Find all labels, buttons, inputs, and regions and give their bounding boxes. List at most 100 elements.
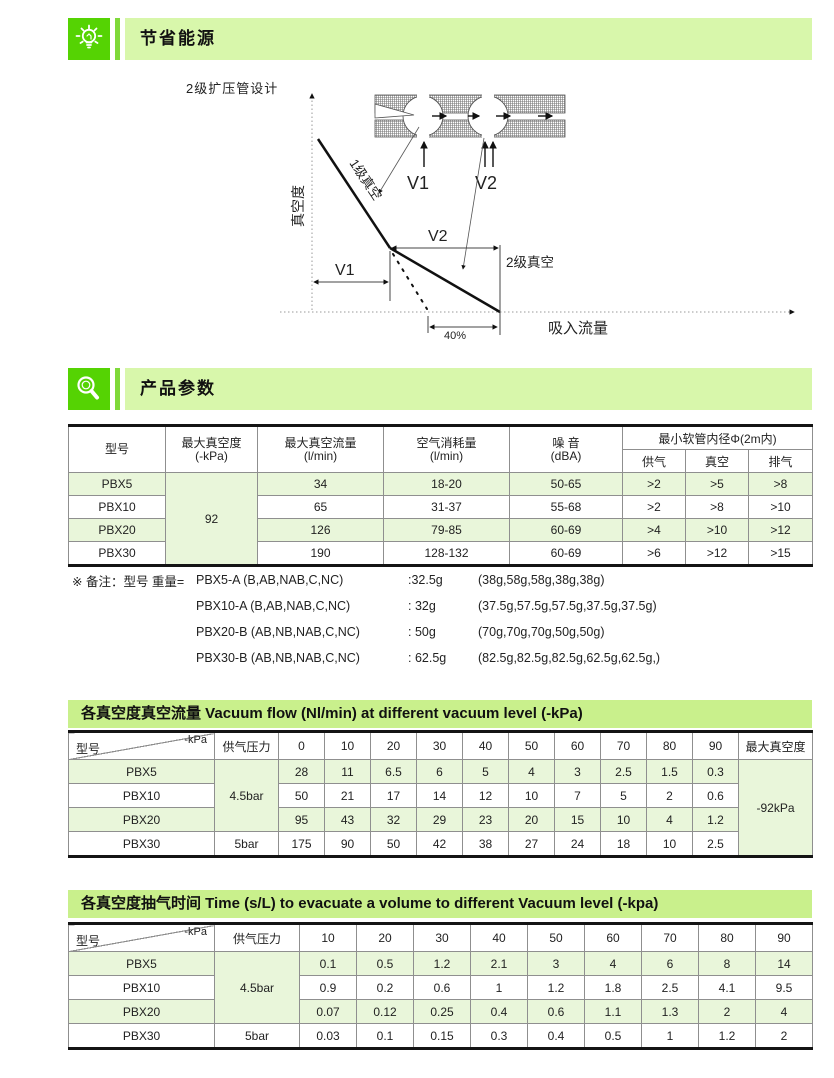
cell: 6.5 xyxy=(370,759,417,784)
cell: 0.6 xyxy=(527,999,585,1024)
table-row: PBX20 126 79-85 60-69 >4 >10 >12 xyxy=(68,518,813,542)
vacuum-flow-chart: 真空度 吸入流量 1级真空 2级真空 V2 V1 40% xyxy=(280,93,795,342)
table-row: PBX30 5bar 0.03 0.1 0.15 0.3 0.4 0.5 1 1… xyxy=(68,1023,813,1049)
col-header-max-vacuum: 最大真空度 (-kPa) xyxy=(165,425,258,473)
section-title: 节省能源 xyxy=(140,29,216,48)
cell: 31-37 xyxy=(383,495,510,519)
cell: 10 xyxy=(646,831,693,857)
note-line: PBX30-B (AB,NB,NAB,C,NC) : 62.5g (82.5g,… xyxy=(196,651,661,665)
cell: 6 xyxy=(416,759,463,784)
table-row: PBX30 190 128-132 60-69 >6 >12 >15 xyxy=(68,541,813,566)
col-header-vacuum: 真空 xyxy=(685,449,749,473)
header-row: 型号 最大真空度 (-kPa) 最大真空流量 (l/min) 空气消耗量 (l/min… xyxy=(68,425,813,473)
cell: 1.3 xyxy=(641,999,699,1024)
cell: >8 xyxy=(685,495,749,519)
cell: 5 xyxy=(462,759,509,784)
kpa-header: 10 xyxy=(324,731,371,760)
cell: 0.5 xyxy=(584,1023,642,1049)
cell: 4 xyxy=(584,951,642,976)
col-header-pressure: 供气压力 xyxy=(214,731,279,760)
header-row: -kPa 型号 供气压力 0 10 20 30 40 50 60 70 80 9… xyxy=(68,731,813,760)
cell: 50 xyxy=(278,783,325,808)
table-row: PBX10 0.9 0.2 0.6 1 1.2 1.8 2.5 4.1 9.5 xyxy=(68,975,813,1000)
params-section-banner: 产品参数 xyxy=(68,368,812,410)
table-row: PBX5 92 34 18-20 50-65 >2 >5 >8 xyxy=(68,472,813,566)
cell: 50 xyxy=(370,831,417,857)
col-header-max-flow: 最大真空流量 (l/min) xyxy=(257,425,384,473)
cell: 1.5 xyxy=(646,759,693,784)
cell: 12 xyxy=(462,783,509,808)
kpa-header: 70 xyxy=(600,731,647,760)
col-header-noise: 噪 音 (dBA) xyxy=(509,425,623,473)
max-vacuum-cell: -92kPa xyxy=(738,759,813,857)
banner-strip: 节省能源 xyxy=(125,18,812,60)
model-cell: PBX30 xyxy=(68,1023,215,1049)
model-cell: PBX10 xyxy=(68,783,215,808)
cell: 2.1 xyxy=(470,951,528,976)
cell: 60-69 xyxy=(509,518,623,542)
cell: 0.3 xyxy=(470,1023,528,1049)
col-header-hose: 最小软管内径Φ(2m内) xyxy=(622,425,813,450)
kpa-header: 40 xyxy=(470,923,528,952)
cell: 32 xyxy=(370,807,417,832)
cell: 0.4 xyxy=(527,1023,585,1049)
note-line: PBX20-B (AB,NB,NAB,C,NC) : 50g (70g,70g,… xyxy=(196,625,605,639)
model-cell: PBX5 xyxy=(68,951,215,976)
cell: 0.6 xyxy=(692,783,739,808)
cell: >6 xyxy=(622,541,686,566)
cell: 28 xyxy=(278,759,325,784)
flow-table-title: 各真空度真空流量 Vacuum flow (Nl/min) at differe… xyxy=(81,705,583,722)
cell: 23 xyxy=(462,807,509,832)
cell: 17 xyxy=(370,783,417,808)
magnifier-icon xyxy=(68,368,110,410)
cell: 4 xyxy=(755,999,813,1024)
kpa-header: 20 xyxy=(356,923,414,952)
kpa-header: 80 xyxy=(646,731,693,760)
cell: 2.5 xyxy=(600,759,647,784)
kpa-header: 50 xyxy=(508,731,555,760)
cell: >15 xyxy=(748,541,813,566)
cell: 0.25 xyxy=(413,999,471,1024)
kpa-header: 90 xyxy=(755,923,813,952)
corner-cell: -kPa 型号 xyxy=(68,731,215,760)
table-row: PBX10 50 21 17 14 12 10 7 5 2 0.6 xyxy=(68,783,813,808)
note-prefix: ※ 备注：型号 重量= xyxy=(72,574,185,589)
model-cell: PBX10 xyxy=(68,975,215,1000)
col-header-exhaust: 排气 xyxy=(748,449,813,473)
cell: >2 xyxy=(622,495,686,519)
cell: 55-68 xyxy=(509,495,623,519)
cell: 175 xyxy=(278,831,325,857)
cell: 0.1 xyxy=(356,1023,414,1049)
kpa-header: 40 xyxy=(462,731,509,760)
y-axis-label: 真空度 xyxy=(290,185,306,227)
table-row: PBX10 65 31-37 55-68 >2 >8 >10 xyxy=(68,495,813,519)
model-cell: PBX20 xyxy=(68,999,215,1024)
col-header-supply: 供气 xyxy=(622,449,686,473)
table-row: PBX5 4.5bar 28 11 6.5 6 5 4 3 2.5 1.5 0.… xyxy=(68,759,813,857)
divider-bar xyxy=(115,368,120,410)
col-header-max-vacuum: 最大真空度 xyxy=(738,731,813,760)
stage2-label: 2级真空 xyxy=(506,255,554,270)
cell: >4 xyxy=(622,518,686,542)
cell: 18 xyxy=(600,831,647,857)
col-header-pressure: 供气压力 xyxy=(214,923,300,952)
model-cell: PBX10 xyxy=(68,495,166,519)
v1-dimension-label: V1 xyxy=(335,262,355,279)
weight-notes: ※ 备注：型号 重量= PBX5-A (B,AB,NAB,C,NC) :32.5… xyxy=(72,567,792,671)
cell: 38 xyxy=(462,831,509,857)
cell: >10 xyxy=(748,495,813,519)
cell: 29 xyxy=(416,807,463,832)
cell: 3 xyxy=(527,951,585,976)
cell: 2 xyxy=(698,999,756,1024)
cell: 0.9 xyxy=(299,975,357,1000)
leader-line-1 xyxy=(378,126,420,194)
suction-arrows: V1 V2 xyxy=(407,140,497,193)
cell: 79-85 xyxy=(383,518,510,542)
kpa-header: 90 xyxy=(692,731,739,760)
cell: 0.07 xyxy=(299,999,357,1024)
table-row: PBX30 5bar 175 90 50 42 38 27 24 18 10 2… xyxy=(68,831,813,857)
cell: 14 xyxy=(416,783,463,808)
cell: 0.12 xyxy=(356,999,414,1024)
cell: 10 xyxy=(508,783,555,808)
